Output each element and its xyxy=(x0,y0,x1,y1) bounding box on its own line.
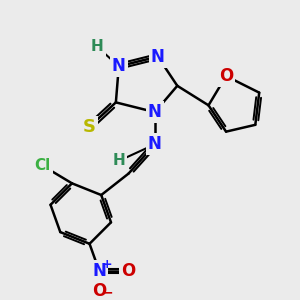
Text: N: N xyxy=(151,48,165,66)
Text: +: + xyxy=(102,258,112,271)
Text: O: O xyxy=(92,282,106,300)
Text: O: O xyxy=(122,262,136,280)
Text: H: H xyxy=(91,39,104,54)
Text: N: N xyxy=(112,57,126,75)
Text: Cl: Cl xyxy=(34,158,51,173)
Text: N: N xyxy=(148,103,162,121)
Text: N: N xyxy=(148,135,162,153)
Text: −: − xyxy=(101,286,113,299)
Text: O: O xyxy=(219,67,233,85)
Text: H: H xyxy=(112,153,125,168)
Text: S: S xyxy=(83,118,96,136)
Text: N: N xyxy=(92,262,106,280)
